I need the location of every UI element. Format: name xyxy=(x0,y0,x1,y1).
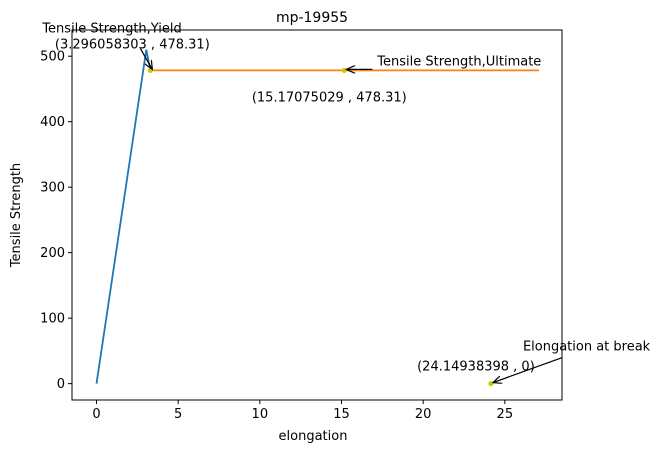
plot-frame xyxy=(71,29,563,401)
annotation-label: Elongation at break xyxy=(523,340,651,355)
data-point-3 xyxy=(488,381,494,387)
annotation-1: Tensile Strength,Yield(3.296058303 , 478… xyxy=(41,21,210,69)
x-tick-label: 5 xyxy=(174,407,182,422)
y-axis-ticks: 0 100 200 300 400 500 xyxy=(40,50,72,392)
y-tick-label: 0 xyxy=(57,377,65,392)
y-tick-label: 200 xyxy=(40,246,65,261)
annotation-layer: Tensile Strength,Yield(3.296058303 , 478… xyxy=(41,21,651,383)
x-tick-label: 10 xyxy=(252,407,269,422)
y-tick-label: 300 xyxy=(40,181,65,196)
annotation-arrow xyxy=(493,357,563,383)
marker-layer xyxy=(147,67,494,387)
annotation-coordinates: (3.296058303 , 478.31) xyxy=(55,37,210,52)
x-axis-label: elongation xyxy=(279,429,348,444)
y-tick-label: 500 xyxy=(40,50,65,65)
annotation-label: Tensile Strength,Yield xyxy=(41,21,181,36)
annotation-arrow xyxy=(139,48,152,69)
y-tick-label: 400 xyxy=(40,115,65,130)
annotation-coordinates: (15.17075029 , 478.31) xyxy=(252,90,407,105)
annotation-label: Tensile Strength,Ultimate xyxy=(376,54,541,69)
series-line-1 xyxy=(95,49,152,384)
annotation-2: Tensile Strength,Ultimate (15.17075029 , … xyxy=(252,54,541,105)
chart-title: mp-19955 xyxy=(276,10,348,26)
x-tick-label: 15 xyxy=(333,407,350,422)
x-tick-label: 25 xyxy=(497,407,514,422)
x-tick-label: 20 xyxy=(415,407,432,422)
y-axis-label: Tensile Strength xyxy=(9,163,24,268)
annotation-3: Elongation at break (24.14938398 , 0) xyxy=(417,340,651,383)
y-tick-label: 100 xyxy=(40,312,65,327)
x-axis-ticks: 0 5 10 15 20 25 xyxy=(92,400,513,422)
x-tick-label: 0 xyxy=(92,407,100,422)
data-point-2 xyxy=(341,67,347,73)
annotation-coordinates: (24.14938398 , 0) xyxy=(417,360,535,375)
